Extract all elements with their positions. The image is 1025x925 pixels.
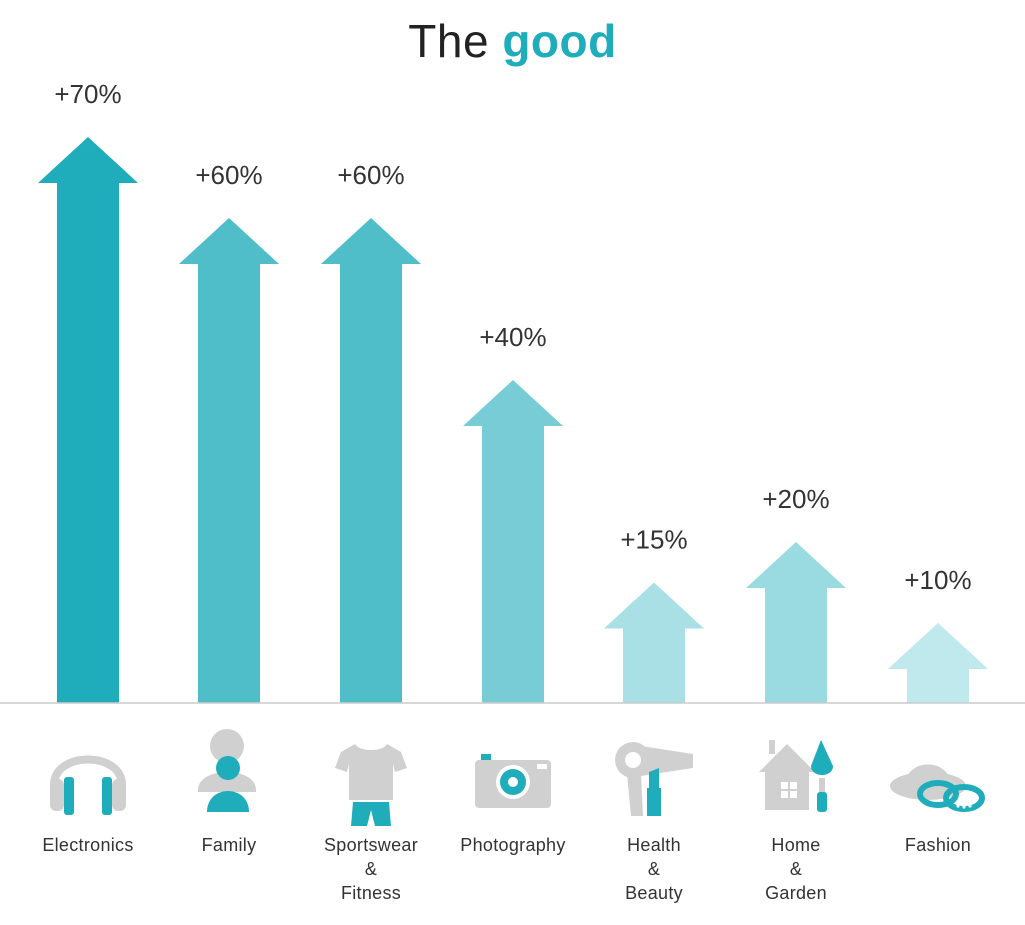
value-label-4: +40% [479,322,546,352]
category-label-line: & [647,859,661,879]
hat-bracelet-icon [888,750,988,821]
category-label-line: & [364,859,378,879]
bar-arrow-2 [179,218,279,703]
camera-icon [473,750,553,815]
headphones-icon [46,733,130,822]
category-label-6: Home & Garden [726,833,866,905]
category-label-line: Fitness [340,883,402,903]
category-label-line: Garden [765,883,827,903]
category-label-line: Home [771,835,821,855]
bar-arrow-6 [746,542,846,703]
category-label-2: Family [159,833,299,857]
category-label-line: Family [201,835,257,855]
category-label-line: & [789,859,803,879]
bar-arrow-7 [888,623,988,703]
category-label-7: Fashion [868,833,1008,857]
category-label-line: Sportswear [323,835,419,855]
value-label-7: +10% [904,565,971,595]
title-prefix: The [408,15,490,67]
value-label-3: +60% [337,160,404,190]
category-label-1: Electronics [18,833,158,857]
value-labels-group: +70% +60% +60% +40% +15% +20% +10% [54,79,971,595]
house-trowel-icon [755,736,837,821]
value-label-6: +20% [762,484,829,514]
value-label-5: +15% [620,525,687,555]
title-highlight: good [502,15,617,67]
shirt-shorts-icon [333,738,409,833]
person-icon [194,728,264,817]
category-label-5: Health & Beauty [584,833,724,905]
bar-arrow-1 [38,137,138,703]
value-label-1: +70% [54,79,121,109]
category-label-3: Sportswear & Fitness [301,833,441,905]
category-label-4: Photography [443,833,583,857]
chart-title: The good [0,14,1025,68]
bar-arrow-4 [463,380,563,703]
bars-group [38,137,988,703]
bar-arrow-3 [321,218,421,703]
bar-arrow-5 [604,582,704,703]
category-label-line: Health [627,835,681,855]
category-label-line: Electronics [42,835,134,855]
category-label-line: Fashion [904,835,972,855]
hairdryer-lipstick-icon [613,738,695,823]
value-label-2: +60% [195,160,262,190]
category-label-line: Beauty [625,883,683,903]
category-label-line: Photography [460,835,566,855]
